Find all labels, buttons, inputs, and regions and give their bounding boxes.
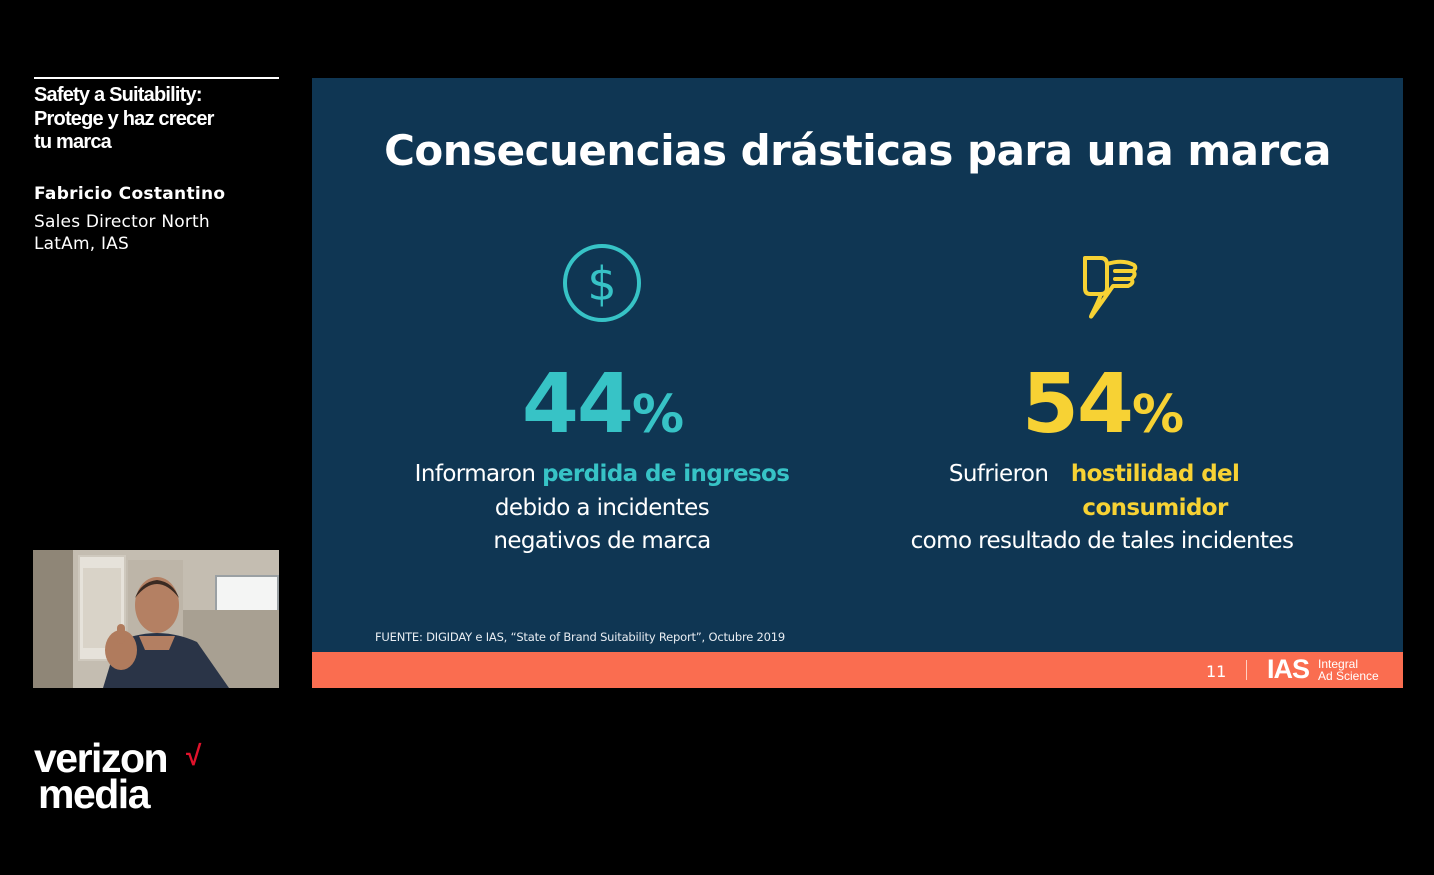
stat-desc-highlight: hostilidad del consumidor <box>1070 461 1240 521</box>
brand-logo-line-2: media <box>38 771 151 817</box>
brand-logo-line-1: verizon <box>34 735 169 781</box>
session-title: Safety a Suitability: Protege y haz crec… <box>34 84 214 153</box>
stat-value-consumer-hostility: 54% <box>862 360 1342 450</box>
slide-source-note: FUENTE: DIGIDAY e IAS, “State of Brand S… <box>375 630 786 644</box>
stat-percent-sign: % <box>1132 385 1184 445</box>
footer-divider <box>1246 660 1247 680</box>
stat-number: 44 <box>521 357 634 452</box>
stat-desc-post: como resultado de tales incidentes <box>910 528 1294 554</box>
svg-text:$: $ <box>587 257 616 311</box>
stat-description-consumer-hostility: Sufrieron hostilidad del consumidor como… <box>862 458 1342 559</box>
stat-percent-sign: % <box>632 385 684 445</box>
slide-footer-bar: 11 IAS Integral Ad Science <box>312 652 1403 688</box>
dollar-circle-icon: $ <box>563 244 641 322</box>
stat-block-revenue-loss: $ 44% Informaron perdida de ingresos deb… <box>362 238 842 559</box>
stat-desc-pre: Sufrieron <box>948 461 1056 487</box>
slide-title: Consecuencias drásticas para una marca <box>384 126 1331 175</box>
session-title-rule <box>34 77 279 79</box>
ias-logo-mark: IAS <box>1267 654 1310 684</box>
stat-desc-pre: Informaron <box>414 461 543 487</box>
stat-value-revenue-loss: 44% <box>362 360 842 450</box>
presentation-slide: Consecuencias drásticas para una marca $… <box>312 78 1403 688</box>
brand-check-icon: √ <box>186 740 201 771</box>
speaker-name: Fabricio Costantino <box>34 184 226 204</box>
ias-logo-name: Integral Ad Science <box>1318 657 1379 683</box>
stat-number: 54 <box>1021 357 1134 452</box>
speaker-role: Sales Director North LatAm, IAS <box>34 212 210 254</box>
stat-desc-highlight: perdida de ingresos <box>542 461 790 487</box>
slide-page-number: 11 <box>1206 662 1227 681</box>
verizon-media-logo: verizon media √ <box>34 735 201 817</box>
webcam-scene <box>33 550 279 688</box>
speaker-webcam-video <box>33 550 279 688</box>
stat-description-revenue-loss: Informaron perdida de ingresos debido a … <box>362 458 842 559</box>
stat-block-consumer-hostility: 54% Sufrieron hostilidad del consumidor … <box>862 238 1342 559</box>
thumbs-down-icon <box>1083 256 1138 319</box>
stat-desc-post: debido a incidentes negativos de marca <box>493 494 711 555</box>
